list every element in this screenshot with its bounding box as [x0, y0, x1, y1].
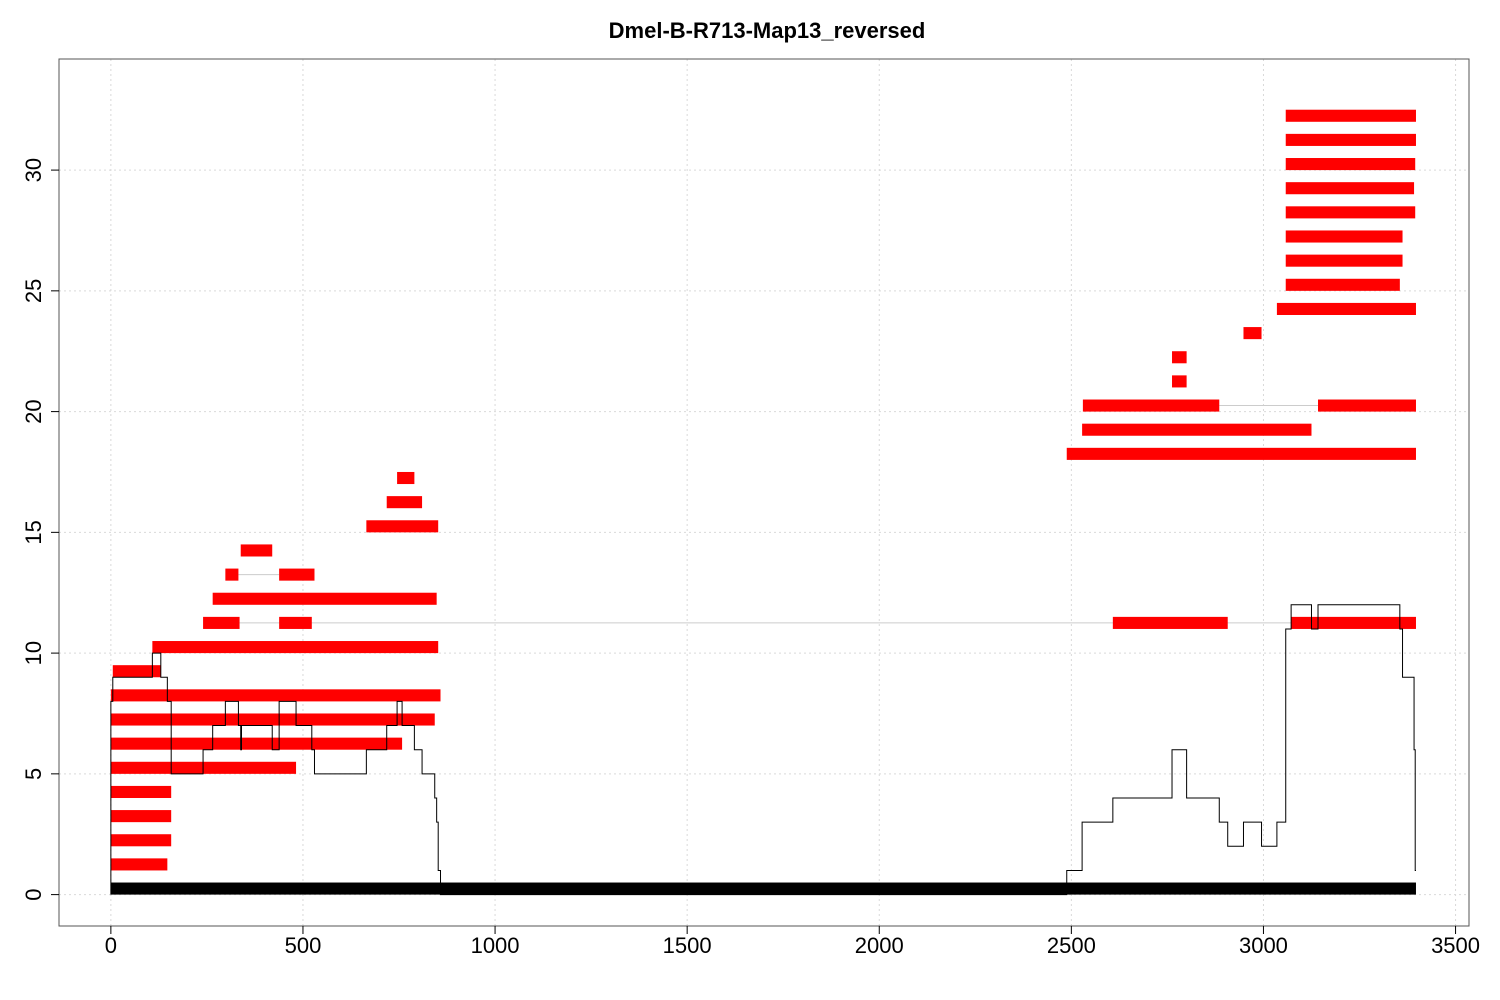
segment-bar: [110, 713, 435, 726]
segment-bar: [225, 568, 239, 581]
segment-bar: [397, 471, 415, 485]
segment-bar: [1285, 133, 1416, 146]
x-tick-label: 500: [285, 933, 322, 958]
x-tick-label: 2500: [1047, 933, 1096, 958]
segment-bar: [279, 616, 312, 629]
y-tick-label: 25: [21, 279, 46, 303]
plot-frame: [58, 58, 1470, 927]
link-layer: [238, 405, 1319, 624]
segment-bar: [110, 858, 168, 871]
segment-bar: [1318, 399, 1416, 412]
x-tick-label: 3500: [1431, 933, 1480, 958]
segment-bar: [110, 737, 403, 750]
segment-bar: [386, 496, 423, 509]
x-tick-label: 1000: [471, 933, 520, 958]
coverage-layer: [110, 604, 1416, 896]
y-tick-label: 15: [21, 520, 46, 544]
segment-layer: [110, 109, 1416, 871]
segment-bar: [152, 641, 439, 654]
segment-bar: [1172, 375, 1187, 388]
segment-bar: [1172, 351, 1187, 364]
x-tick-label: 1500: [663, 933, 712, 958]
x-axis: 0 500 1000 1500 2000 2500 3000 3500: [105, 926, 1480, 958]
coverage-line: [110, 604, 1416, 896]
segment-bar: [110, 689, 441, 702]
segment-bar: [212, 592, 437, 605]
segment-bar: [1285, 206, 1416, 219]
grid-layer: [59, 59, 1469, 926]
segment-bar: [1285, 254, 1403, 267]
segment-bar: [366, 520, 439, 533]
segment-bar: [1285, 158, 1416, 171]
segment-bar: [1285, 230, 1403, 243]
x-tick-label: 0: [105, 933, 117, 958]
y-tick-label: 10: [21, 641, 46, 665]
segment-bar: [1291, 616, 1416, 629]
segment-bar: [1243, 327, 1262, 340]
y-tick-label: 5: [21, 768, 46, 780]
segment-bar: [1285, 182, 1415, 195]
y-tick-label: 30: [21, 158, 46, 182]
y-tick-label: 20: [21, 399, 46, 423]
segment-bar: [1285, 278, 1400, 291]
segment-bar: [1276, 302, 1416, 315]
segment-bar: [1082, 423, 1312, 436]
base-layer: [110, 882, 1416, 895]
chart-title: Dmel-B-R713-Map13_reversed: [609, 18, 926, 43]
segment-bar: [1066, 447, 1416, 460]
segment-bar: [110, 785, 172, 799]
segment-bar: [112, 665, 161, 678]
segment-bar: [279, 568, 315, 581]
segment-bar: [1082, 399, 1220, 412]
x-tick-label: 2000: [855, 933, 904, 958]
reference-bar: [110, 882, 1416, 895]
segment-bar: [110, 834, 172, 847]
segment-bar: [1112, 616, 1228, 629]
segment-bar: [110, 810, 172, 823]
segment-bar: [203, 616, 240, 629]
y-tick-label: 0: [21, 888, 46, 900]
x-tick-label: 3000: [1239, 933, 1288, 958]
y-axis: 0 5 10 15 20 25 30: [21, 158, 59, 901]
segment-bar: [240, 544, 273, 557]
segment-bar: [1285, 109, 1416, 122]
